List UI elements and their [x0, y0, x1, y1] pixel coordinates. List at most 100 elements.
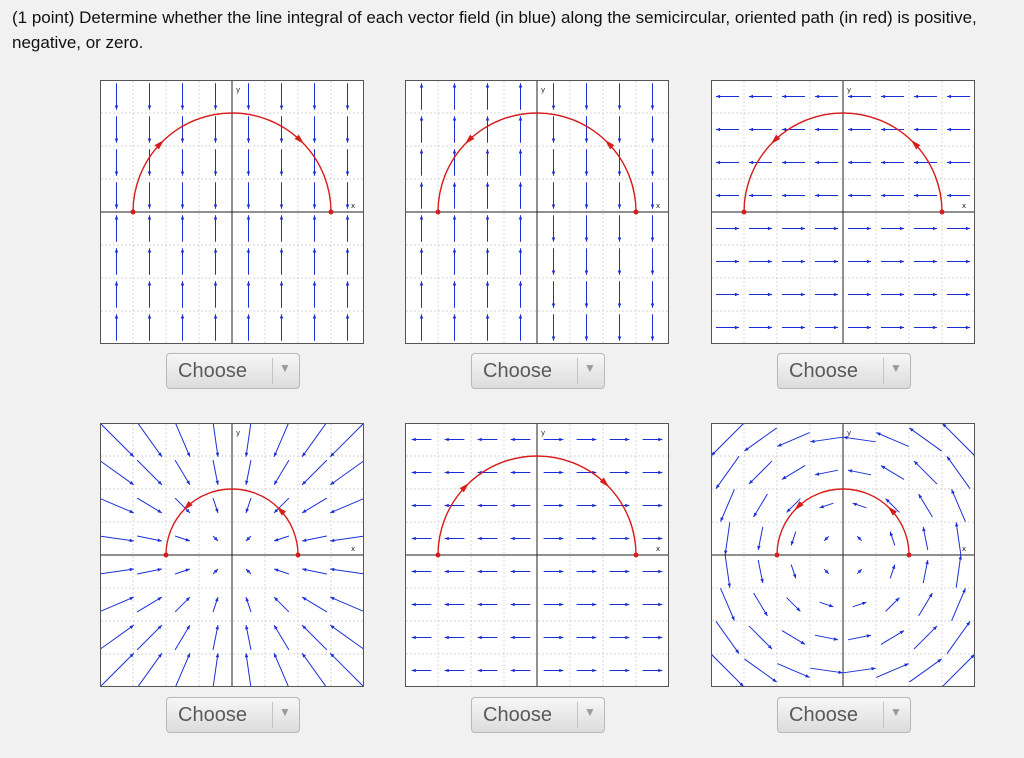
- vector-arrowhead: [937, 658, 942, 663]
- vector-arrow: [330, 568, 363, 575]
- vector-arrowhead: [720, 517, 724, 522]
- select-divider: [883, 702, 884, 728]
- vector-arrowhead: [129, 509, 134, 513]
- vector-arrowhead: [411, 503, 416, 508]
- vector-arrowhead: [157, 509, 162, 513]
- vector-arrowhead: [805, 674, 810, 678]
- vector-arrow: [101, 596, 135, 612]
- answer-select-1[interactable]: Choose ▼: [166, 353, 300, 389]
- vector-arrow: [748, 625, 773, 650]
- vector-arrowhead: [157, 597, 162, 601]
- answer-select-5[interactable]: Choose ▼: [471, 697, 605, 733]
- vector-arrowhead: [485, 281, 490, 286]
- path-endpoint: [633, 552, 639, 558]
- vector-arrowhead: [246, 569, 251, 574]
- vector-arrowhead: [213, 204, 218, 209]
- vector-arrowhead: [847, 193, 853, 198]
- vector-arrowhead: [518, 314, 523, 319]
- vector-arrow: [724, 555, 731, 588]
- vector-arrowhead: [279, 314, 284, 319]
- vector-arrowhead: [518, 215, 523, 220]
- vector-arrowhead: [147, 138, 152, 143]
- path-direction-arrow: [604, 139, 615, 150]
- answer-select-6[interactable]: Choose ▼: [777, 697, 911, 733]
- vector-arrowhead: [909, 427, 914, 432]
- vector-arrow: [273, 652, 289, 686]
- vector-arrowhead: [485, 149, 490, 154]
- vector-arrowhead: [966, 621, 971, 626]
- vector-arrowhead: [814, 127, 820, 132]
- vector-arrowhead: [833, 637, 839, 641]
- vector-arrowhead: [180, 281, 185, 286]
- vector-arrowhead: [946, 456, 951, 461]
- vector-arrowhead: [866, 325, 872, 330]
- vector-arrowhead: [330, 481, 335, 485]
- vector-arrowhead: [114, 171, 119, 176]
- vector-arrow: [136, 497, 163, 514]
- vector-arrowhead: [312, 314, 317, 319]
- vector-arrowhead: [767, 259, 773, 264]
- vector-arrowhead: [913, 127, 919, 132]
- path-direction-arrow: [464, 134, 475, 145]
- vector-arrowhead: [147, 171, 152, 176]
- vector-arrowhead: [899, 226, 905, 231]
- vector-arrow: [175, 424, 191, 458]
- vector-arrow: [101, 424, 135, 458]
- vector-arrow: [137, 652, 163, 686]
- vector-arrowhead: [246, 314, 251, 319]
- vector-arrowhead: [279, 281, 284, 286]
- vector-arrowhead: [715, 127, 721, 132]
- vector-arrowhead: [411, 668, 416, 673]
- vector-arrowhead: [274, 480, 278, 485]
- answer-select-4[interactable]: Choose ▼: [166, 697, 300, 733]
- vector-arrowhead: [592, 668, 597, 673]
- vector-arrow: [301, 652, 327, 686]
- answer-select-3[interactable]: Choose ▼: [777, 353, 911, 389]
- vector-arrowhead: [584, 171, 589, 176]
- vector-arrowhead: [157, 568, 162, 572]
- vector-arrow: [712, 424, 744, 456]
- y-axis-label: y: [541, 86, 545, 94]
- vector-arrowhead: [279, 171, 284, 176]
- answer-select-2[interactable]: Choose ▼: [471, 353, 605, 389]
- vector-arrow: [715, 621, 740, 654]
- vector-arrowhead: [913, 160, 919, 165]
- answer-select-value: Choose: [789, 360, 858, 382]
- vector-arrowhead: [444, 503, 449, 508]
- vector-arrowhead: [559, 602, 564, 607]
- vector-arrowhead: [477, 437, 482, 442]
- vector-arrow: [301, 596, 328, 613]
- vector-arrowhead: [753, 512, 758, 518]
- vector-arrowhead: [129, 452, 134, 457]
- vector-arrowhead: [932, 259, 938, 264]
- vector-arrowhead: [786, 508, 791, 513]
- vector-arrow: [810, 667, 843, 674]
- vector-arrows: [101, 424, 363, 686]
- vector-arrowhead: [724, 550, 728, 555]
- vector-arrowhead: [245, 508, 249, 513]
- vector-arrowhead: [592, 602, 597, 607]
- vector-arrowhead: [444, 470, 449, 475]
- path-endpoint: [633, 209, 639, 215]
- vector-arrowhead: [861, 601, 867, 606]
- vector-arrowhead: [518, 116, 523, 121]
- vector-arrowhead: [847, 469, 853, 473]
- vector-arrowhead: [158, 653, 162, 658]
- vector-arrowhead: [946, 94, 952, 99]
- vector-arrow: [748, 460, 773, 485]
- vector-arrowhead: [312, 248, 317, 253]
- vector-arrows: [715, 94, 971, 330]
- vector-arrow: [810, 436, 843, 443]
- vector-arrowhead: [814, 193, 820, 198]
- vector-arrowhead: [114, 204, 119, 209]
- vector-arrowhead: [274, 508, 279, 513]
- vector-arrow: [212, 653, 219, 686]
- vector-arrowhead: [559, 503, 564, 508]
- vector-arrowhead: [970, 654, 974, 659]
- vector-arrowhead: [485, 116, 490, 121]
- vector-arrowhead: [279, 248, 284, 253]
- vector-arrowhead: [419, 281, 424, 286]
- vector-arrowhead: [584, 237, 589, 242]
- vector-arrowhead: [843, 436, 848, 440]
- y-axis-label: y: [236, 86, 240, 94]
